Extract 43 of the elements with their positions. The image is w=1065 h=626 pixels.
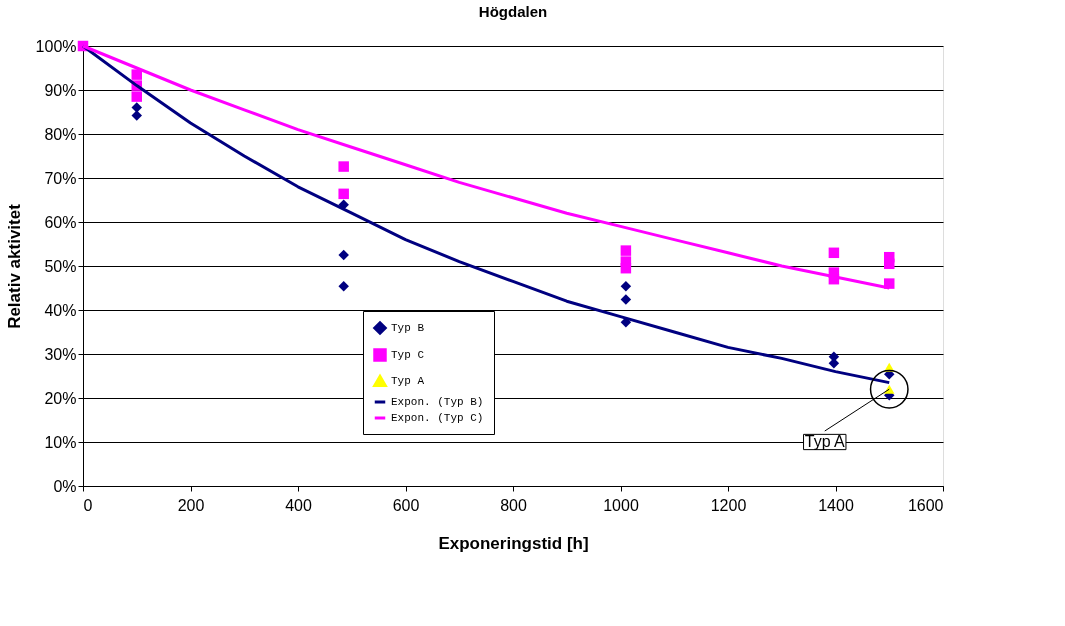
point bbox=[620, 262, 632, 274]
point bbox=[620, 294, 632, 305]
point bbox=[131, 69, 142, 80]
chart-title: Högdalen bbox=[478, 3, 548, 20]
y-tick-label: 70% bbox=[44, 169, 77, 187]
point bbox=[338, 249, 349, 261]
y-tick-label: 30% bbox=[44, 345, 77, 363]
y-tick-label: 40% bbox=[44, 301, 77, 319]
x-tick-label: 800 bbox=[500, 496, 527, 514]
legend-label: Typ C bbox=[391, 349, 425, 361]
point bbox=[338, 281, 349, 292]
point bbox=[131, 102, 142, 113]
x-tick-label: 1000 bbox=[603, 496, 639, 514]
y-axis-title: Relativ aktivitet bbox=[4, 203, 24, 329]
legend-label: Expon. (Typ C) bbox=[391, 412, 484, 424]
point bbox=[620, 281, 632, 292]
x-tick-label: 200 bbox=[177, 496, 205, 514]
legend-label: Typ B bbox=[391, 322, 425, 334]
y-tick-label: 50% bbox=[44, 257, 77, 275]
y-tick-label: 100% bbox=[35, 37, 77, 55]
x-tick-label: 600 bbox=[392, 496, 420, 514]
point bbox=[620, 245, 632, 256]
x-tick-label: 1400 bbox=[818, 496, 854, 514]
point bbox=[828, 247, 840, 259]
x-tick-label: 0 bbox=[83, 496, 93, 514]
x-axis-title: Exponeringstid [h] bbox=[438, 533, 589, 553]
legend-label: Typ A bbox=[391, 375, 425, 387]
y-tick-label: 20% bbox=[44, 389, 77, 407]
point bbox=[884, 258, 895, 270]
point bbox=[338, 188, 349, 200]
point bbox=[131, 110, 142, 121]
point bbox=[338, 161, 349, 172]
point bbox=[131, 91, 142, 102]
x-tick-label: 400 bbox=[285, 496, 312, 514]
annotation: Typ A bbox=[804, 433, 846, 450]
y-tick-label: 80% bbox=[44, 125, 77, 143]
y-tick-label: 10% bbox=[44, 433, 77, 451]
x-tick-label: 1200 bbox=[710, 496, 747, 514]
y-tick-label: 0% bbox=[53, 477, 77, 495]
y-tick-label: 90% bbox=[44, 81, 77, 99]
legend-label: Expon. (Typ B) bbox=[391, 396, 484, 408]
y-tick-label: 60% bbox=[44, 213, 77, 231]
x-tick-label: 1600 bbox=[907, 496, 944, 514]
